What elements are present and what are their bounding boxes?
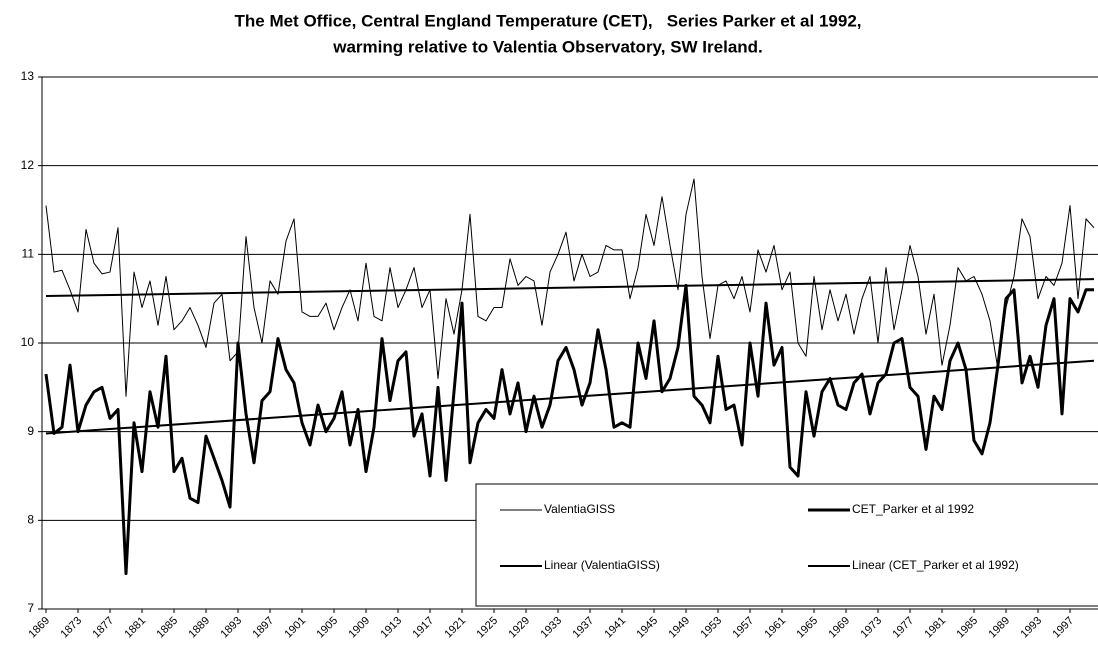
y-tick-label: 8 bbox=[27, 513, 34, 527]
legend-box bbox=[475, 483, 1098, 607]
chart-title: The Met Office, Central England Temperat… bbox=[235, 11, 862, 30]
series-line bbox=[45, 178, 1095, 397]
y-tick-label: 13 bbox=[21, 69, 35, 83]
legend-label: ValentiaGISS bbox=[544, 502, 615, 516]
y-tick-label: 9 bbox=[27, 424, 34, 438]
chart-title: warming relative to Valentia Observatory… bbox=[332, 37, 763, 56]
y-tick-label: 12 bbox=[21, 158, 35, 172]
y-tick-label: 10 bbox=[21, 335, 35, 349]
legend-label: Linear (CET_Parker et al 1992) bbox=[852, 558, 1019, 572]
legend-label: CET_Parker et al 1992 bbox=[852, 502, 974, 516]
series-line bbox=[45, 359, 1095, 435]
legend-label: Linear (ValentiaGISS) bbox=[544, 558, 660, 572]
series-line bbox=[45, 278, 1095, 298]
y-tick-label: 7 bbox=[27, 601, 34, 615]
series-line bbox=[44, 283, 1094, 576]
y-tick-label: 11 bbox=[22, 247, 35, 261]
